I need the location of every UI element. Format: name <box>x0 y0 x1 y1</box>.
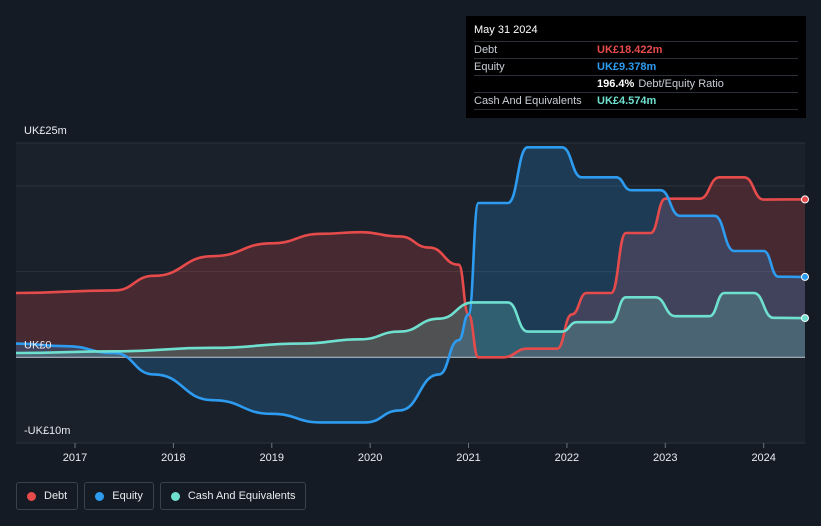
legend-dot-icon <box>170 491 180 501</box>
tooltip-date: May 31 2024 <box>474 24 538 36</box>
tooltip-row-label: Equity <box>474 61 505 73</box>
debt-area <box>16 177 805 358</box>
tooltip-row: Equity UK£9.378m <box>474 58 798 75</box>
x-tick-label: 2019 <box>260 452 284 464</box>
tooltip-row-label: Cash And Equivalents <box>474 95 582 107</box>
tooltip-row: Cash And Equivalents UK£4.574m <box>474 92 798 110</box>
y-tick-label: -UK£10m <box>24 425 70 437</box>
x-tick-label: 2017 <box>63 452 87 464</box>
cash-and-equivalents-end-marker <box>801 314 809 323</box>
tooltip-row-label: Debt <box>474 44 498 56</box>
data-tooltip: May 31 2024 Debt UK£18.422m Equity UK£9.378… <box>466 16 806 118</box>
x-tick-label: 2021 <box>456 452 480 464</box>
equity-area <box>16 147 805 423</box>
x-tick-label: 2024 <box>751 452 775 464</box>
y-tick-label: UK£25m <box>24 125 67 137</box>
plot-area <box>16 143 805 443</box>
legend-label: Cash And Equivalents <box>187 490 296 502</box>
equity-end-marker <box>801 272 809 281</box>
tooltip-rows: Debt UK£18.422m Equity UK£9.378m 196.4% Debt/… <box>474 41 798 110</box>
legend-item-cash-and-equivalents[interactable]: Cash And Equivalents <box>159 482 307 510</box>
cash-and-equivalents-area <box>16 293 805 358</box>
tooltip-row: Debt UK£18.422m <box>474 41 798 58</box>
tooltip-row-value: UK£4.574m <box>597 95 657 107</box>
x-tick-label: 2020 <box>358 452 382 464</box>
chart-legend: Debt Equity Cash And Equivalents <box>16 482 307 510</box>
tooltip-row-value: UK£9.378m <box>597 61 657 73</box>
tooltip-row-value: 196.4% <box>597 78 635 90</box>
y-tick-label: UK£0 <box>24 339 52 351</box>
legend-dot-icon <box>27 491 36 501</box>
legend-label: Equity <box>112 490 143 502</box>
x-tick-label: 2022 <box>555 452 579 464</box>
debt-line <box>15 175 806 359</box>
tooltip-row-suffix: Debt/Equity Ratio <box>638 78 724 90</box>
tooltip-row: 196.4% Debt/Equity Ratio <box>474 75 798 92</box>
legend-item-equity[interactable]: Equity <box>84 482 154 510</box>
cash-and-equivalents-line <box>15 291 806 355</box>
legend-item-debt[interactable]: Debt <box>16 482 79 510</box>
legend-dot-icon <box>95 491 105 501</box>
equity-line <box>15 145 806 424</box>
tooltip-row-value: UK£18.422m <box>597 44 663 56</box>
debt-end-marker <box>801 195 809 204</box>
x-tick-label: 2023 <box>653 452 677 464</box>
x-tick-label: 2018 <box>161 452 185 464</box>
legend-label: Debt <box>44 490 68 502</box>
